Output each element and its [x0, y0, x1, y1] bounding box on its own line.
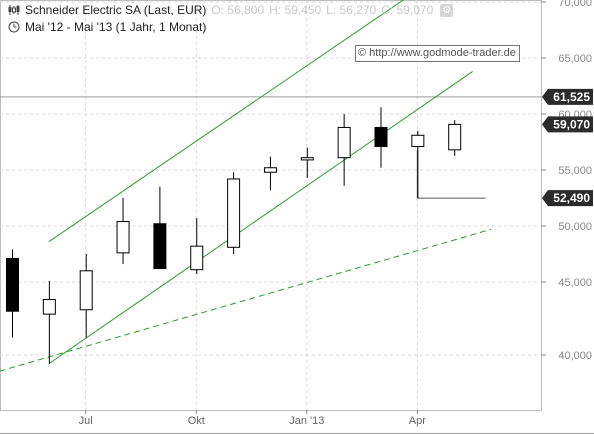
price-label: 59,070	[542, 116, 593, 133]
x-tick-label: Jan '13	[289, 415, 324, 427]
bullish-candle[interactable]	[300, 157, 314, 161]
x-tick-label: Apr	[409, 415, 426, 427]
bullish-candle[interactable]	[448, 123, 462, 151]
bullish-candle[interactable]	[42, 299, 56, 315]
bullish-candle[interactable]	[116, 221, 130, 254]
price-label-bg	[542, 116, 593, 133]
y-tick-label: 55,000	[558, 165, 592, 177]
bullish-candle[interactable]	[263, 167, 277, 173]
low-value: L: 56,270	[326, 3, 377, 17]
price-label: 61,525	[542, 88, 593, 105]
chart-title: Schneider Electric SA (Last, EUR)	[25, 3, 207, 17]
period-row: Mai '12 - Mai '13 (1 Jahr, 1 Monat)	[8, 20, 211, 34]
bullish-candle[interactable]	[227, 178, 241, 248]
bullish-candle[interactable]	[337, 126, 351, 159]
y-tick-label: 50,000	[558, 221, 592, 233]
y-tick-label: 65,000	[558, 53, 592, 65]
chart-header: Schneider Electric SA (Last, EUR) O: 56,…	[8, 3, 458, 17]
bullish-candle[interactable]	[79, 270, 93, 311]
bullish-candle[interactable]	[190, 245, 204, 271]
price-label-bg	[542, 88, 593, 105]
bullish-candle[interactable]	[411, 134, 425, 147]
price-label-bg	[542, 190, 593, 207]
trendline	[48, 71, 473, 365]
x-tick-label: Okt	[188, 415, 205, 427]
price-label-text: 59,070	[553, 117, 590, 131]
y-tick-label: 70,000	[558, 0, 592, 9]
bearish-candle[interactable]	[374, 126, 388, 147]
trendline	[48, 0, 405, 243]
price-label-text: 61,525	[553, 90, 590, 104]
y-tick-label: 45,000	[558, 277, 592, 289]
price-label: 52,490	[542, 190, 593, 207]
close-value: C: 59,070	[381, 3, 434, 17]
plot-frame	[0, 0, 542, 411]
source-url: http://www.godmode-trader.de	[369, 47, 516, 59]
gear-icon[interactable]: ⚙	[440, 3, 454, 17]
bearish-candle[interactable]	[6, 257, 19, 312]
candlestick-icon[interactable]	[8, 4, 20, 16]
bearish-candle[interactable]	[153, 223, 167, 270]
trendline	[0, 228, 492, 372]
high-value: H: 59,450	[269, 3, 322, 17]
price-label-text: 52,490	[553, 191, 590, 205]
x-tick-label: Jul	[79, 415, 93, 427]
y-tick-label: 40,000	[558, 350, 592, 362]
source-link[interactable]: © http://www.godmode-trader.de	[355, 45, 520, 62]
clock-icon	[8, 21, 20, 33]
support-step-line	[416, 149, 486, 199]
open-value: O: 56,800	[211, 3, 265, 17]
period-label: Mai '12 - Mai '13 (1 Jahr, 1 Monat)	[25, 20, 207, 34]
